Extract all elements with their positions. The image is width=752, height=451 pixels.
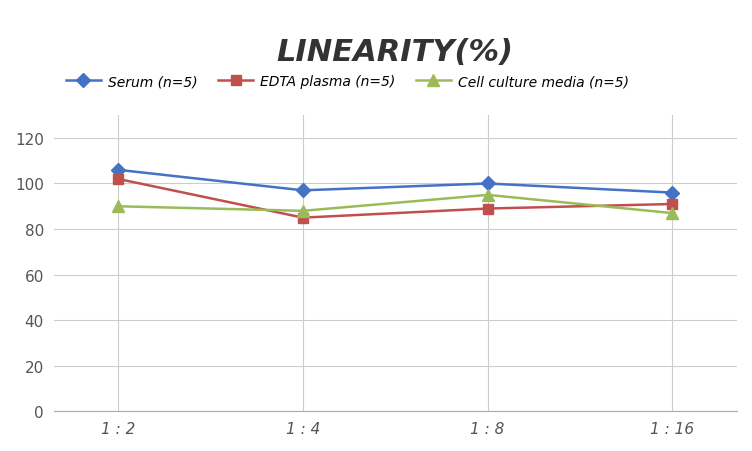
Serum (n=5) (483, 181, 492, 187)
Cell culture media (n=5) (668, 211, 677, 216)
Line: EDTA plasma (n=5): EDTA plasma (n=5) (114, 175, 678, 223)
Cell culture media (n=5) (483, 193, 492, 198)
Serum (n=5) (668, 190, 677, 196)
EDTA plasma (n=5) (668, 202, 677, 207)
Serum (n=5) (299, 188, 308, 193)
EDTA plasma (n=5) (114, 177, 123, 182)
Cell culture media (n=5) (299, 209, 308, 214)
Line: Serum (n=5): Serum (n=5) (114, 166, 678, 198)
Line: Cell culture media (n=5): Cell culture media (n=5) (113, 190, 678, 219)
Title: LINEARITY(%): LINEARITY(%) (277, 37, 514, 66)
Serum (n=5) (114, 168, 123, 173)
Legend: Serum (n=5), EDTA plasma (n=5), Cell culture media (n=5): Serum (n=5), EDTA plasma (n=5), Cell cul… (61, 69, 634, 95)
EDTA plasma (n=5) (299, 216, 308, 221)
Cell culture media (n=5) (114, 204, 123, 210)
EDTA plasma (n=5) (483, 207, 492, 212)
